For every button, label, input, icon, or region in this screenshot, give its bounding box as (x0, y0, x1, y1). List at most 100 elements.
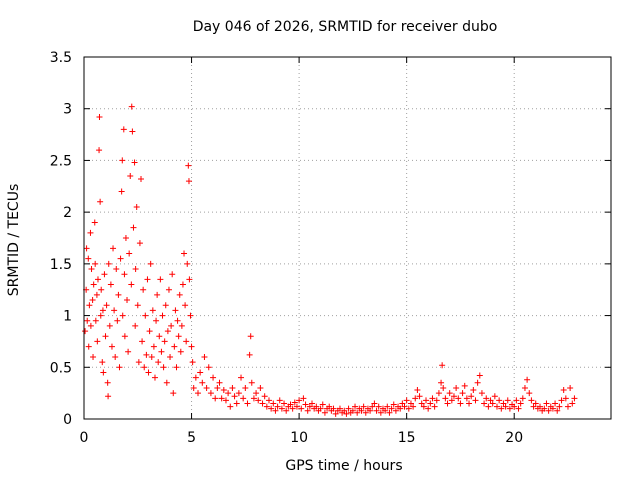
data-point (513, 397, 520, 404)
data-point (129, 128, 136, 135)
data-point (448, 397, 455, 404)
data-point (371, 400, 378, 407)
data-point (298, 405, 305, 412)
x-tick-label: 10 (290, 430, 308, 446)
data-point (155, 359, 162, 366)
data-point (119, 157, 126, 164)
data-point (461, 382, 468, 389)
data-point (549, 405, 556, 412)
data-point (313, 403, 320, 410)
data-point (87, 322, 94, 329)
data-point (543, 400, 550, 407)
data-point (94, 338, 101, 345)
data-point (240, 395, 247, 402)
data-point (560, 387, 567, 394)
data-point (205, 364, 212, 371)
data-point (176, 291, 183, 298)
data-point (163, 379, 170, 386)
data-point (132, 322, 139, 329)
data-point (526, 390, 533, 397)
data-point (263, 403, 270, 410)
data-point (127, 172, 134, 179)
x-tick-label: 5 (187, 430, 196, 446)
data-point (119, 312, 126, 319)
data-point (390, 401, 397, 408)
data-point (135, 359, 142, 366)
data-point (102, 333, 109, 340)
data-point (150, 343, 157, 350)
data-point (438, 379, 445, 386)
data-point (491, 393, 498, 400)
data-point (259, 400, 266, 407)
data-point (502, 403, 509, 410)
data-point (121, 271, 128, 278)
data-point (358, 407, 365, 414)
data-point (319, 401, 326, 408)
data-point (401, 403, 408, 410)
data-point (183, 338, 190, 345)
data-point (450, 393, 457, 400)
data-point (416, 393, 423, 400)
data-point (108, 343, 115, 350)
data-point (362, 409, 369, 416)
y-tick-label: 1.5 (50, 257, 72, 273)
data-point (179, 281, 186, 288)
data-point (121, 333, 128, 340)
data-point (133, 203, 140, 210)
data-point (115, 291, 122, 298)
y-tick-label: 0.5 (50, 360, 72, 376)
data-point (326, 403, 333, 410)
data-point (125, 348, 132, 355)
data-point (521, 384, 528, 391)
data-point (94, 276, 101, 283)
data-point (89, 297, 96, 304)
data-point (107, 281, 114, 288)
data-point (114, 317, 121, 324)
data-point (270, 400, 277, 407)
data-point (345, 405, 352, 412)
data-point (142, 312, 149, 319)
data-point (145, 369, 152, 376)
data-point (144, 276, 151, 283)
data-point (235, 390, 242, 397)
data-point (188, 343, 195, 350)
data-point (161, 338, 168, 345)
data-point (283, 407, 290, 414)
data-point (481, 400, 488, 407)
data-point (124, 297, 131, 304)
data-point (435, 390, 442, 397)
data-point (309, 400, 316, 407)
data-point (255, 397, 262, 404)
data-point (158, 348, 165, 355)
data-point (99, 307, 106, 314)
data-point (281, 400, 288, 407)
data-point (373, 407, 380, 414)
data-point (92, 317, 99, 324)
data-point (167, 353, 174, 360)
data-point (444, 400, 451, 407)
data-point (272, 407, 279, 414)
data-point (244, 400, 251, 407)
data-point (197, 369, 204, 376)
data-point (169, 271, 176, 278)
data-point (375, 403, 382, 410)
data-point (246, 351, 253, 358)
data-point (493, 403, 500, 410)
data-point (174, 317, 181, 324)
data-point (116, 364, 123, 371)
data-point (147, 260, 154, 267)
data-point (354, 409, 361, 416)
data-point (304, 407, 311, 414)
axis-ticks (83, 56, 611, 420)
data-point (186, 276, 193, 283)
data-point (410, 403, 417, 410)
data-point (278, 405, 285, 412)
data-point (203, 384, 210, 391)
data-point (248, 379, 255, 386)
x-tick-label: 20 (505, 430, 523, 446)
data-point (128, 103, 135, 110)
data-point (185, 178, 192, 185)
data-point (149, 307, 156, 314)
data-points (82, 103, 578, 417)
x-tick-label: 15 (398, 430, 416, 446)
